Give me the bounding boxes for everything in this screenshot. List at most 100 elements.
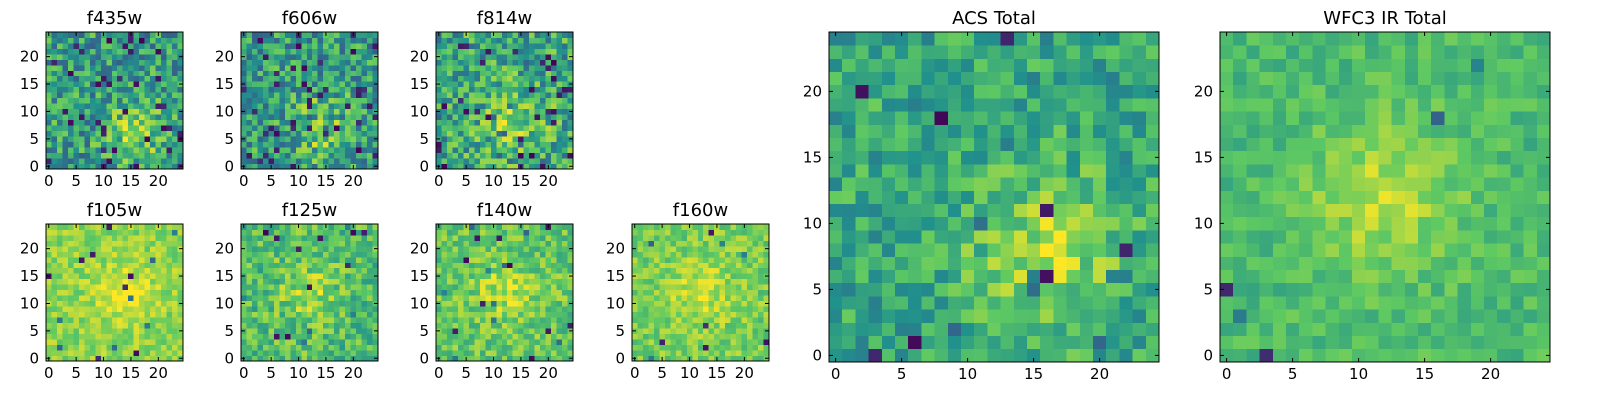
heatmap-cell	[268, 81, 275, 88]
heatmap-cell	[95, 158, 102, 164]
heatmap-cell	[257, 311, 264, 318]
heatmap-cell	[262, 59, 269, 66]
heatmap-cell	[675, 224, 682, 230]
heatmap-cell	[534, 295, 541, 302]
heatmap-cell	[241, 333, 247, 340]
heatmap-cell	[89, 240, 96, 247]
heatmap-cell	[708, 251, 715, 258]
heatmap-cell	[345, 306, 351, 313]
heatmap-cell	[664, 273, 671, 280]
heatmap-cell	[670, 355, 677, 362]
heatmap-cell	[166, 75, 173, 82]
heatmap-cell	[529, 53, 536, 60]
heatmap-cell	[51, 152, 58, 159]
heatmap-cell	[95, 328, 102, 334]
heatmap-cell	[257, 119, 264, 126]
heatmap-cell	[328, 141, 335, 148]
heatmap-cell	[436, 289, 442, 296]
heatmap-cell	[361, 86, 368, 93]
heatmap-cell	[987, 256, 1001, 270]
heatmap-cell	[262, 295, 269, 302]
x-tick-label: 10	[484, 364, 503, 382]
heatmap-cell	[725, 278, 732, 285]
heatmap-cell	[653, 339, 660, 345]
heatmap-cell	[1079, 296, 1094, 310]
heatmap-cell	[479, 339, 486, 345]
heatmap-cell	[62, 42, 69, 49]
heatmap-cell	[133, 70, 140, 77]
heatmap-cell	[719, 322, 726, 329]
heatmap-cell	[446, 295, 453, 302]
heatmap-cell	[106, 75, 113, 82]
heatmap-cell	[257, 251, 264, 258]
heatmap-cell	[752, 229, 759, 236]
heatmap-cell	[111, 234, 118, 241]
heatmap-cell	[246, 152, 253, 159]
heatmap-cell	[106, 284, 113, 291]
heatmap-cell	[686, 262, 693, 269]
heatmap-cell	[301, 300, 308, 307]
heatmap-cell	[463, 328, 470, 334]
heatmap-cell	[312, 59, 319, 66]
heatmap-cell	[1145, 309, 1160, 323]
heatmap-cell	[356, 278, 362, 285]
heatmap-cell	[842, 256, 856, 270]
heatmap-cell	[122, 339, 129, 345]
heatmap-cell	[317, 108, 324, 115]
heatmap-cell	[117, 70, 124, 77]
heatmap-cell	[306, 136, 313, 142]
heatmap-cell	[468, 317, 475, 324]
heatmap-cell	[670, 300, 677, 307]
heatmap-cell	[246, 234, 253, 241]
heatmap-cell	[334, 234, 341, 241]
heatmap-cell	[908, 243, 922, 257]
heatmap-cell	[301, 119, 308, 126]
heatmap-cell	[350, 229, 357, 236]
heatmap-cell	[241, 42, 247, 49]
heatmap-cell	[637, 256, 644, 263]
heatmap-cell	[653, 262, 660, 269]
heatmap-cell	[117, 92, 124, 99]
heatmap-cell	[279, 322, 286, 329]
heatmap-cell	[490, 81, 497, 88]
heatmap-cell	[534, 234, 541, 241]
heatmap-cell	[540, 289, 546, 296]
heatmap-cell	[317, 267, 324, 274]
heatmap-cell	[496, 97, 503, 104]
heatmap-cell	[881, 256, 896, 270]
heatmap-cell	[1119, 230, 1133, 244]
heatmap-cell	[507, 92, 514, 99]
heatmap-cell	[111, 158, 118, 164]
heatmap-cell	[106, 42, 113, 49]
heatmap-cell	[490, 317, 497, 324]
heatmap-cell	[290, 333, 297, 340]
heatmap-cell	[496, 295, 503, 302]
heatmap-cell	[111, 306, 118, 313]
heatmap-cell	[172, 152, 178, 159]
heatmap-cell	[637, 355, 644, 362]
heatmap-cell	[139, 92, 146, 99]
heatmap-cell	[161, 81, 167, 88]
heatmap-cell	[436, 97, 442, 104]
heatmap-cell	[111, 32, 118, 38]
heatmap-cell	[507, 317, 514, 324]
heatmap-cell	[161, 64, 167, 71]
heatmap-cell	[501, 158, 508, 164]
heatmap-cell	[251, 147, 258, 153]
heatmap-cell	[642, 311, 649, 318]
heatmap-cell	[485, 234, 492, 241]
heatmap-cell	[290, 141, 297, 148]
heatmap-cell	[350, 234, 357, 241]
heatmap-cell	[301, 262, 308, 269]
heatmap-cell	[534, 344, 541, 351]
heatmap-cell	[468, 245, 475, 252]
heatmap-cell	[128, 289, 135, 296]
heatmap-cell	[441, 284, 448, 291]
heatmap-cell	[100, 152, 107, 159]
heatmap-cell	[719, 251, 726, 258]
heatmap-cell	[268, 130, 275, 137]
heatmap-cell	[741, 295, 748, 302]
heatmap-cell	[73, 147, 80, 153]
heatmap-cell	[251, 333, 258, 340]
heatmap-cell	[273, 108, 280, 115]
